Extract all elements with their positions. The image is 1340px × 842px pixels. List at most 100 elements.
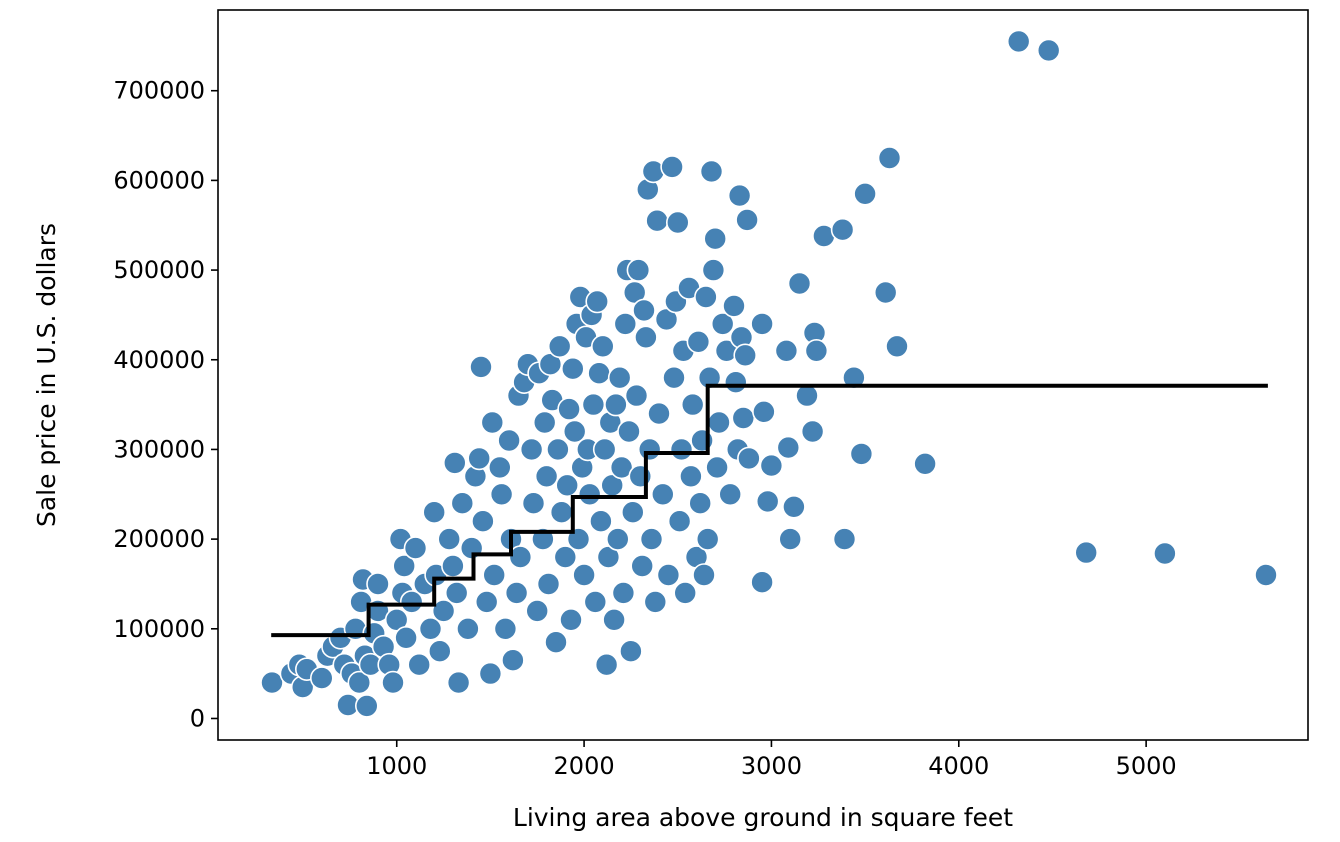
x-tick-label: 4000 xyxy=(928,752,989,780)
y-tick-label: 500000 xyxy=(113,256,205,284)
scatter-point xyxy=(592,437,617,462)
scatter-point xyxy=(688,491,713,516)
scatter-point xyxy=(707,410,731,435)
scatter-point xyxy=(260,670,284,695)
plot-frame xyxy=(217,9,1309,741)
scatter-point xyxy=(450,491,475,516)
scatter-point xyxy=(759,453,784,478)
scatter-point xyxy=(782,494,806,519)
scatter-point xyxy=(613,312,638,336)
scatter-point xyxy=(607,365,632,390)
scatter-point xyxy=(407,652,432,677)
scatter-point xyxy=(456,616,480,641)
scatter-point xyxy=(710,312,735,336)
scatter-point xyxy=(877,146,902,170)
scatter-point xyxy=(1036,38,1061,63)
scatter-point xyxy=(549,500,574,525)
scatter-point xyxy=(842,365,866,390)
scatter-point xyxy=(645,208,669,233)
scatter-point xyxy=(557,397,581,421)
scatter-point xyxy=(581,392,606,417)
scatter-point xyxy=(800,419,825,444)
scatter-point xyxy=(553,545,578,569)
scatter-point xyxy=(546,437,570,462)
scatter-point xyxy=(634,325,658,350)
axes xyxy=(217,9,1309,741)
scatter-point xyxy=(431,599,456,623)
scatter-point xyxy=(366,572,390,596)
scatter-point xyxy=(647,401,671,426)
scatter-point xyxy=(504,581,529,605)
x-tick-label: 5000 xyxy=(1116,752,1177,780)
scatter-point xyxy=(832,527,857,551)
scatter-point xyxy=(639,527,664,551)
scatter-point xyxy=(532,410,557,435)
scatter-point xyxy=(442,451,467,475)
scatter-point xyxy=(776,435,801,460)
scatter-point xyxy=(392,554,417,578)
scatter-point xyxy=(544,630,568,655)
scatter-point xyxy=(735,208,759,232)
scatter-point xyxy=(885,334,909,359)
scatter-point xyxy=(487,455,512,480)
scatter-point xyxy=(534,464,559,489)
scatter-point xyxy=(669,437,694,462)
scatter-point xyxy=(637,437,662,462)
y-tick-label: 700000 xyxy=(113,77,205,105)
scatter-point xyxy=(723,370,748,395)
scatter-point xyxy=(849,442,874,466)
scatter-point xyxy=(437,527,462,551)
scatter-point xyxy=(679,464,703,489)
scatter-point xyxy=(519,437,544,462)
scatter-point xyxy=(572,563,596,587)
scatter-point xyxy=(703,226,728,251)
x-tick-label: 3000 xyxy=(741,752,802,780)
scatter-point xyxy=(830,217,855,242)
scatter-point xyxy=(559,607,583,632)
x-axis-label: Living area above ground in square feet xyxy=(513,803,1013,832)
scatter-point xyxy=(662,365,686,390)
scatter-point xyxy=(446,670,471,695)
scatter-point xyxy=(489,482,514,507)
scatter-point xyxy=(673,581,698,605)
scatter-points xyxy=(260,29,1278,718)
scatter-point xyxy=(694,285,718,309)
scatter-point xyxy=(589,509,613,534)
tick-labels: 1000 2000 3000 4000 5000 0 100000 200000 300000 4… xyxy=(113,77,1176,780)
scatter-point xyxy=(1254,563,1278,587)
scatter-point xyxy=(722,294,746,318)
scatter-point xyxy=(474,590,499,614)
scatter-point xyxy=(624,383,649,408)
scatter-point xyxy=(441,554,465,578)
scatter-point xyxy=(1074,540,1098,565)
scatter-point xyxy=(686,329,711,354)
scatter-point xyxy=(630,554,655,578)
scatter-point xyxy=(594,652,619,677)
scatter-point xyxy=(605,527,630,551)
scatter-point xyxy=(427,639,452,664)
scatter-point xyxy=(562,419,587,444)
scatter-point xyxy=(660,155,684,179)
scatter-point xyxy=(309,666,334,690)
scatter-point xyxy=(521,491,546,516)
scatter-point xyxy=(731,406,756,430)
scatter-point xyxy=(585,289,610,314)
scatter-point xyxy=(583,590,608,614)
scatter-point xyxy=(695,527,720,551)
scatter-point xyxy=(701,258,726,282)
scatter-point xyxy=(755,489,780,514)
scatter-point xyxy=(1006,29,1031,54)
x-tick-label: 2000 xyxy=(554,752,615,780)
scatter-point xyxy=(536,572,561,596)
scatter-point xyxy=(587,361,611,386)
scatter-point xyxy=(718,482,743,507)
scatter-point xyxy=(795,383,819,408)
y-tick-label: 300000 xyxy=(113,435,205,463)
scatter-point xyxy=(469,355,493,379)
scatter-point xyxy=(750,570,774,595)
scatter-point xyxy=(478,661,503,686)
scatter-point xyxy=(650,482,675,507)
scatter-point xyxy=(632,298,656,323)
y-tick-label: 200000 xyxy=(113,525,205,553)
